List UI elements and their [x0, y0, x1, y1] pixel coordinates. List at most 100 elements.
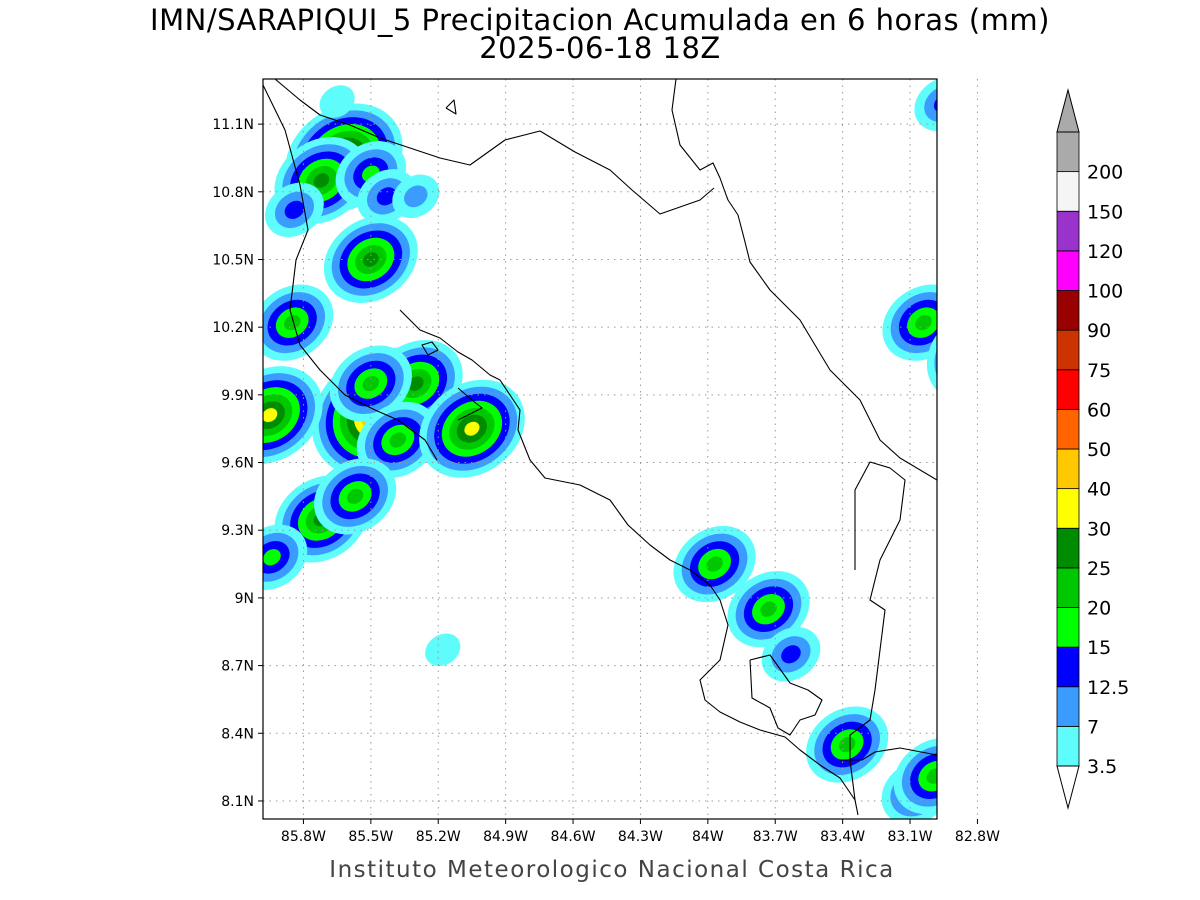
pacific-coast-north: [263, 84, 438, 461]
legend-swatch-120: [1056, 210, 1080, 252]
longitude-axis-labels: 85.8W 85.5W 85.2W 84.9W 84.6W 84.3W 84W 83.7W 83…: [281, 819, 1000, 845]
legend-swatch-40: [1056, 448, 1080, 490]
legend-label: 90: [1087, 320, 1111, 342]
lat-tick-label: 9.9N: [221, 388, 254, 404]
legend-label: 50: [1087, 439, 1111, 461]
lon-tick-label: 84.3W: [618, 829, 663, 845]
lon-tick-label: 84W: [692, 829, 724, 845]
legend-label: 30: [1087, 518, 1111, 540]
nicoya-gulf: [399, 309, 856, 801]
lon-tick-label: 83.7W: [753, 829, 798, 845]
precip-contour-20: [346, 488, 364, 504]
coastlines: [263, 79, 937, 816]
precip-contour-20: [389, 432, 407, 448]
legend-label: 7: [1087, 716, 1099, 738]
precip-contour-12.5: [944, 735, 1011, 800]
lat-tick-label: 10.8N: [212, 185, 254, 201]
precip-contour-7: [404, 185, 428, 208]
lat-tick-label: 10.2N: [212, 320, 254, 336]
legend-label: 200: [1087, 162, 1123, 184]
precip-contour-20: [915, 315, 932, 331]
precip-cell: [882, 284, 937, 361]
lat-tick-label: 8.7N: [221, 659, 254, 675]
islands: [421, 341, 439, 356]
legend-label: 120: [1087, 241, 1123, 263]
precip-contour-25: [313, 173, 330, 188]
precip-contour-25: [959, 334, 1000, 374]
legend-label: 60: [1087, 399, 1111, 421]
legend-swatch-3.5: [1056, 725, 1080, 767]
precip-contour-25: [363, 252, 379, 267]
precip-cell: [263, 366, 323, 465]
precip-cell: [806, 706, 889, 783]
legend-swatch-15: [1056, 607, 1080, 648]
lon-tick-label: 85.8W: [281, 829, 326, 845]
precip-contour-30: [263, 408, 278, 423]
precip-contour-20: [760, 601, 777, 617]
lon-tick-label: 83.4W: [820, 829, 865, 845]
precip-contour-12.5: [962, 760, 1029, 825]
precip-cell: [914, 79, 937, 132]
precip-contour-3.5: [914, 79, 937, 132]
precip-cell: [419, 379, 525, 478]
precip-cell: [329, 345, 412, 422]
legend-swatch-75: [1056, 329, 1080, 371]
precip-contour-20: [283, 315, 301, 331]
precip-contour-7: [924, 85, 937, 122]
legend-label: 100: [1087, 281, 1123, 303]
legend-label: 150: [1087, 201, 1123, 223]
legend-label: 15: [1087, 637, 1111, 659]
lon-tick-label: 82.8W: [955, 829, 1000, 845]
lat-tick-label: 9.6N: [221, 456, 254, 472]
precip-cell: [323, 215, 418, 304]
lon-tick-label: 84.6W: [551, 829, 596, 845]
precip-cell: [356, 401, 439, 479]
precip-cell: [727, 571, 810, 648]
precip-contour-7: [951, 749, 1040, 835]
precip-cell: [425, 633, 461, 667]
precip-contour-12.5: [928, 305, 1031, 404]
precip-contour-3.5: [319, 85, 355, 118]
precip-cell: [314, 458, 397, 535]
legend-arrow-top: [1056, 88, 1080, 133]
legend-label: 40: [1087, 479, 1111, 501]
precip-contour-15: [973, 770, 1018, 813]
precip-contour-20: [362, 375, 380, 392]
precip-contour-15: [263, 549, 281, 566]
osa-peninsula: [749, 654, 823, 736]
legend-swatch-100: [1056, 250, 1080, 291]
lat-tick-label: 10.5N: [212, 252, 254, 268]
precip-contour-12.5: [284, 200, 305, 219]
precip-cell: [673, 525, 756, 603]
precip-contour-20: [926, 768, 937, 784]
precip-contour-30: [969, 344, 990, 364]
colorbar-legend: 3.5 7 12.5 15 20 25 30 40 50 60 75 90 100 120 150 200: [1056, 88, 1129, 810]
precip-contour-12.5: [376, 187, 397, 206]
panama-border: [849, 461, 906, 816]
lon-tick-label: 85.5W: [348, 829, 393, 845]
legend-swatch-30: [1056, 488, 1080, 529]
lon-tick-label: 84.9W: [483, 829, 528, 845]
legend-label: 25: [1087, 558, 1111, 580]
precipitation-field: [263, 79, 1040, 835]
precip-contour-20: [706, 556, 723, 572]
precip-cell: [263, 284, 334, 361]
legend-swatch-50: [1056, 408, 1080, 450]
legend-swatch-90: [1056, 290, 1080, 331]
precip-cell: [761, 627, 821, 682]
lat-tick-label: 11.1N: [212, 117, 254, 133]
precip-cell: [392, 174, 440, 219]
legend-label: 75: [1087, 360, 1111, 382]
legend-swatch-12.5: [1056, 646, 1080, 688]
precip-contour-7: [933, 724, 1022, 810]
map-date: 2025-06-18 18Z: [479, 31, 721, 65]
legend-label: 20: [1087, 598, 1111, 620]
legend-swatch-200: [1056, 131, 1080, 173]
precip-contour-3.5: [425, 633, 461, 667]
precip-contour-20: [949, 325, 1011, 384]
burica-peninsula: [840, 747, 937, 761]
latitude-axis-labels: 11.1N 10.8N 10.5N 10.2N 9.9N 9.6N 9.3N 9N 8.7N 8.…: [212, 117, 263, 810]
lat-tick-label: 8.1N: [221, 794, 254, 810]
legend-swatch-20: [1056, 567, 1080, 608]
